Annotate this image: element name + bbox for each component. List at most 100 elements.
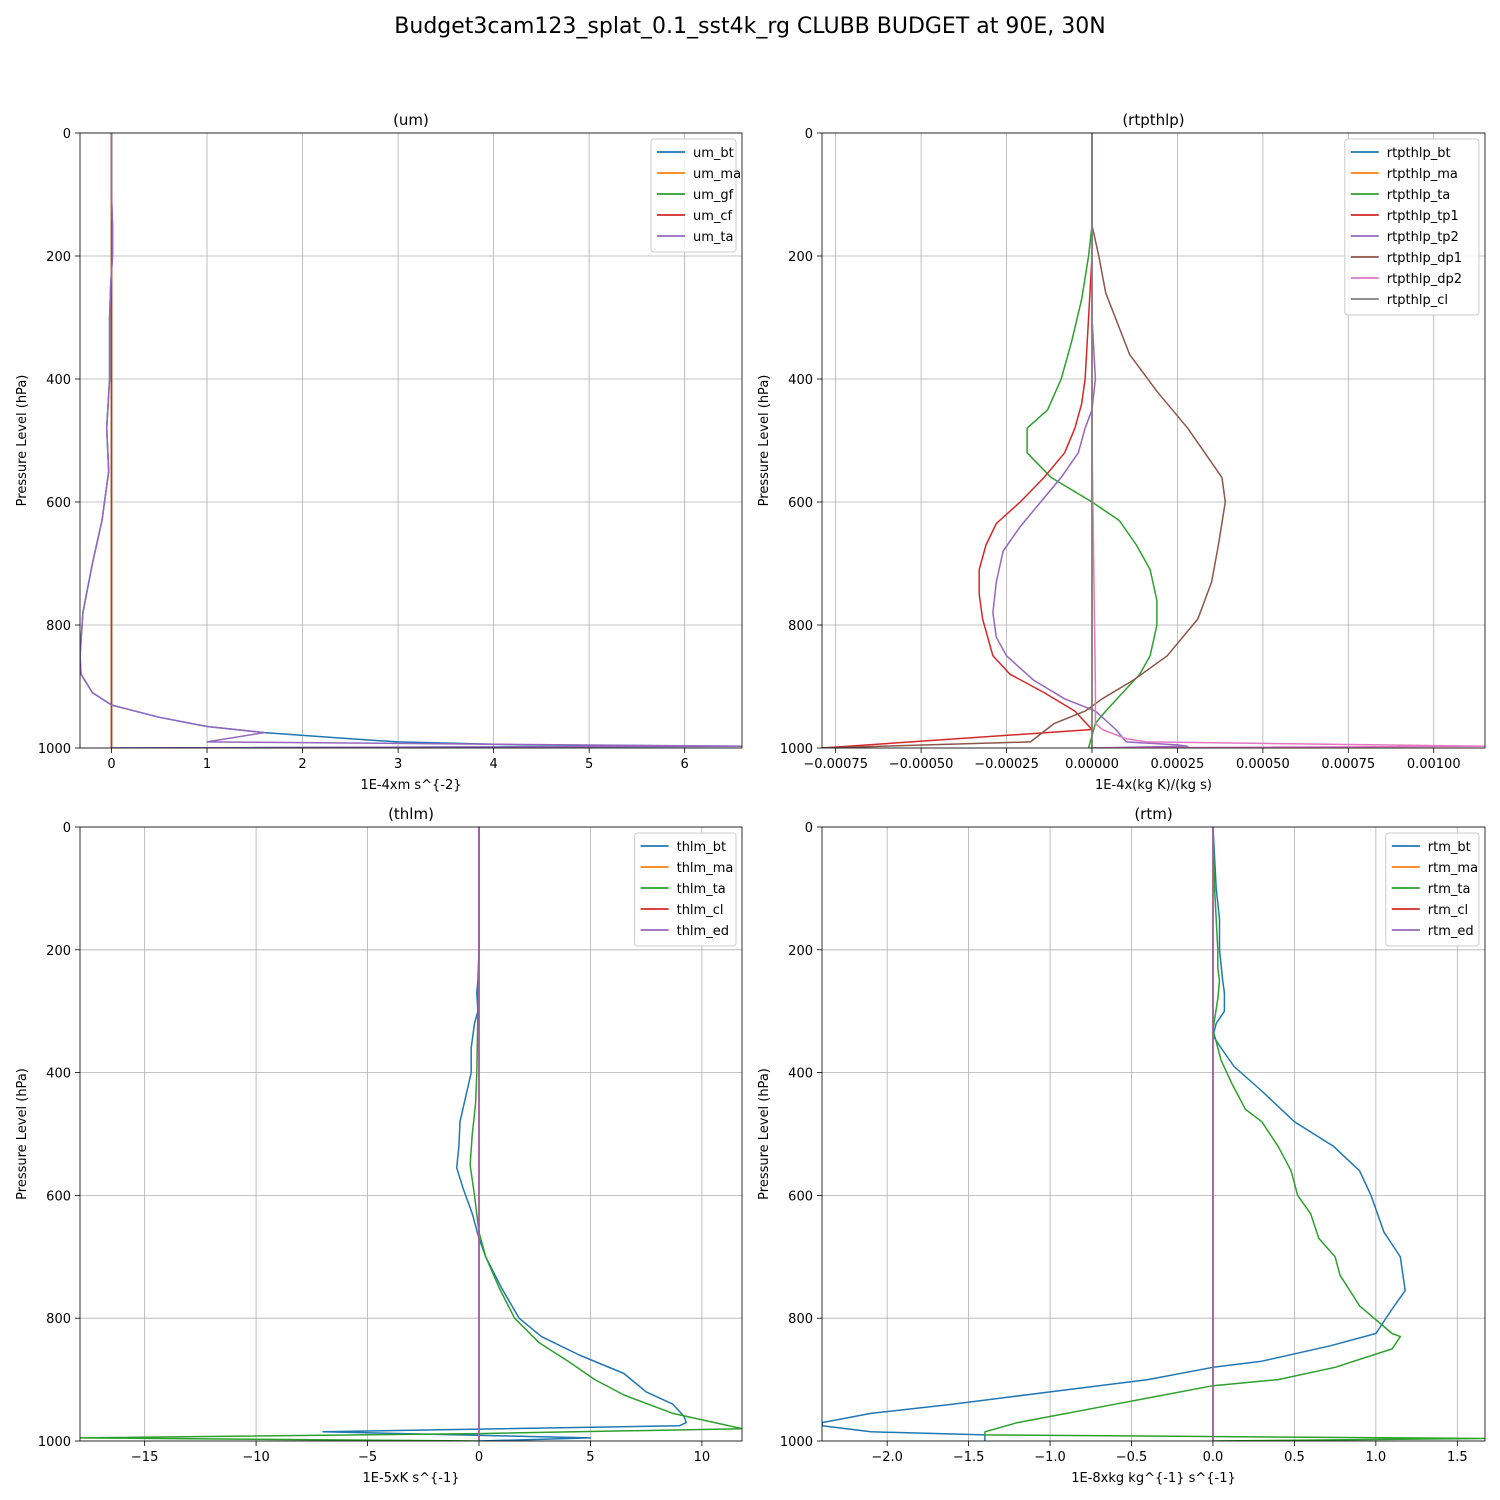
legend: rtm_bt rtm_ma rtm_ta rtm_cl rtm_ed <box>1385 832 1480 947</box>
legend-label-um_ma: um_ma <box>693 167 741 182</box>
x-tick-label: −5 <box>358 1450 377 1465</box>
chart-panel-4: −2.0 −1.5 −1.0 −0.5 0.0 0.5 1.0 1.5 0 200 400 600 80… <box>757 805 1486 1486</box>
x-axis-label: 1E-4x(kg K)/(kg s) <box>1095 778 1212 793</box>
y-tick-label: 200 <box>46 944 71 959</box>
series-line-rtpthlp_tp1 <box>822 133 1093 748</box>
x-tick-label: −10 <box>242 1450 269 1465</box>
y-tick-label: 400 <box>788 373 813 388</box>
chart-title: (rtpthlp) <box>1122 111 1184 129</box>
x-tick-label: 3 <box>394 757 402 772</box>
plot-frame <box>79 826 743 1442</box>
plot-frame <box>821 826 1486 1442</box>
y-tick-label: 200 <box>46 250 71 265</box>
x-tick-label: 1 <box>203 757 211 772</box>
series-line-rtpthlp_ta <box>1026 133 1158 748</box>
x-tick-label: −2.0 <box>871 1450 903 1465</box>
chart-title: (rtm) <box>1134 805 1172 823</box>
series-line-thlm_bt <box>322 827 688 1441</box>
x-axis-label: 1E-8xkg kg^{-1} s^{-1} <box>1071 1471 1236 1486</box>
plot-frame <box>79 132 743 749</box>
y-tick-label: 800 <box>788 619 813 634</box>
legend: um_bt um_ma um_gf um_cf um_ta <box>650 138 741 253</box>
series-line-rtpthlp_tp2 <box>992 133 1189 748</box>
legend-label-rtm_ta: rtm_ta <box>1428 882 1471 897</box>
x-tick-label: 6 <box>681 757 689 772</box>
legend-label-rtm_ma: rtm_ma <box>1428 861 1478 876</box>
legend-label-rtm_ed: rtm_ed <box>1428 924 1474 939</box>
plot-frame <box>821 132 1486 749</box>
series-line-um_ta <box>80 133 742 748</box>
y-tick-label: 600 <box>46 1189 71 1204</box>
y-tick-label: 600 <box>788 1189 813 1204</box>
y-tick-label: 0 <box>63 127 71 142</box>
legend-box <box>1344 138 1480 316</box>
y-tick-label: 1000 <box>780 1435 813 1450</box>
y-tick-label: 200 <box>788 250 813 265</box>
series-group <box>80 133 742 748</box>
legend-label-rtm_cl: rtm_cl <box>1428 903 1468 918</box>
y-axis-label: Pressure Level (hPa) <box>757 1068 772 1200</box>
y-tick-label: 800 <box>46 619 71 634</box>
y-tick-label: 400 <box>46 1067 71 1082</box>
x-tick-label: −0.00075 <box>803 757 868 772</box>
x-tick-label: 0.00000 <box>1065 757 1119 772</box>
y-axis-label: Pressure Level (hPa) <box>15 375 30 507</box>
x-tick-label: −0.5 <box>1116 1450 1148 1465</box>
legend-box <box>634 832 737 947</box>
x-tick-label: 5 <box>586 1450 594 1465</box>
legend: thlm_bt thlm_ma thlm_ta thlm_cl thlm_ed <box>634 832 737 947</box>
legend-label-rtpthlp_tp1: rtpthlp_tp1 <box>1387 209 1459 224</box>
x-tick-label: 0 <box>107 757 115 772</box>
y-tick-label: 800 <box>788 1312 813 1327</box>
y-axis-label: Pressure Level (hPa) <box>15 1068 30 1200</box>
y-tick-label: 0 <box>63 821 71 836</box>
y-tick-label: 1000 <box>38 1435 71 1450</box>
x-tick-label: 4 <box>489 757 497 772</box>
x-axis-label: 1E-4xm s^{-2} <box>360 778 461 793</box>
x-tick-label: 10 <box>694 1450 711 1465</box>
legend-label-rtpthlp_bt: rtpthlp_bt <box>1387 146 1451 161</box>
legend-box <box>650 138 737 253</box>
legend-label-rtpthlp_ta: rtpthlp_ta <box>1387 188 1450 203</box>
y-tick-label: 400 <box>46 373 71 388</box>
y-tick-label: 800 <box>46 1312 71 1327</box>
legend-label-um_gf: um_gf <box>693 188 734 203</box>
x-tick-label: 2 <box>298 757 306 772</box>
x-tick-label: 1.5 <box>1447 1450 1468 1465</box>
legend-label-um_cf: um_cf <box>693 209 733 224</box>
x-tick-label: 0 <box>475 1450 483 1465</box>
series-line-thlm_ta <box>80 827 742 1441</box>
series-line-rtm_ta <box>984 827 1485 1441</box>
x-tick-label: −0.00050 <box>889 757 954 772</box>
series-group <box>822 133 1485 748</box>
chart-panel-3: −15 −10 −5 0 5 10 0 200 400 600 800 1000 (thlm) 1E-5x… <box>15 805 743 1486</box>
x-tick-label: 0.00100 <box>1407 757 1461 772</box>
x-tick-label: −1.0 <box>1034 1450 1066 1465</box>
x-tick-label: −15 <box>131 1450 158 1465</box>
legend-label-um_bt: um_bt <box>693 146 734 161</box>
x-tick-label: 0.00050 <box>1236 757 1290 772</box>
legend-label-thlm_ta: thlm_ta <box>677 882 726 897</box>
legend-label-thlm_ed: thlm_ed <box>677 924 729 939</box>
legend: rtpthlp_bt rtpthlp_ma rtpthlp_ta rtpthlp_tp… <box>1344 138 1480 316</box>
chart-title: (thlm) <box>388 805 434 823</box>
legend-box <box>1385 832 1480 947</box>
legend-label-rtm_bt: rtm_bt <box>1428 840 1471 855</box>
series-line-rtm_bt <box>822 827 1406 1441</box>
chart-panel-1: 0 1 2 3 4 5 6 0 200 400 600 800 1000 (um) 1E-4xm s^{-2… <box>15 111 743 793</box>
x-tick-label: 1.0 <box>1366 1450 1387 1465</box>
y-tick-label: 1000 <box>780 742 813 757</box>
chart-title: (um) <box>393 111 429 129</box>
y-axis-label: Pressure Level (hPa) <box>757 375 772 507</box>
legend-label-rtpthlp_tp2: rtpthlp_tp2 <box>1387 230 1459 245</box>
x-tick-label: 0.5 <box>1284 1450 1305 1465</box>
series-group <box>822 827 1485 1441</box>
legend-label-rtpthlp_dp1: rtpthlp_dp1 <box>1387 251 1462 266</box>
series-group <box>80 827 742 1441</box>
chart-panel-2: −0.00075 −0.00050 −0.00025 0.00000 0.00025 0.… <box>757 111 1486 793</box>
legend-label-rtpthlp_dp2: rtpthlp_dp2 <box>1387 272 1462 287</box>
legend-label-thlm_bt: thlm_bt <box>677 840 726 855</box>
legend-label-thlm_cl: thlm_cl <box>677 903 724 918</box>
legend-label-um_ta: um_ta <box>693 230 733 245</box>
